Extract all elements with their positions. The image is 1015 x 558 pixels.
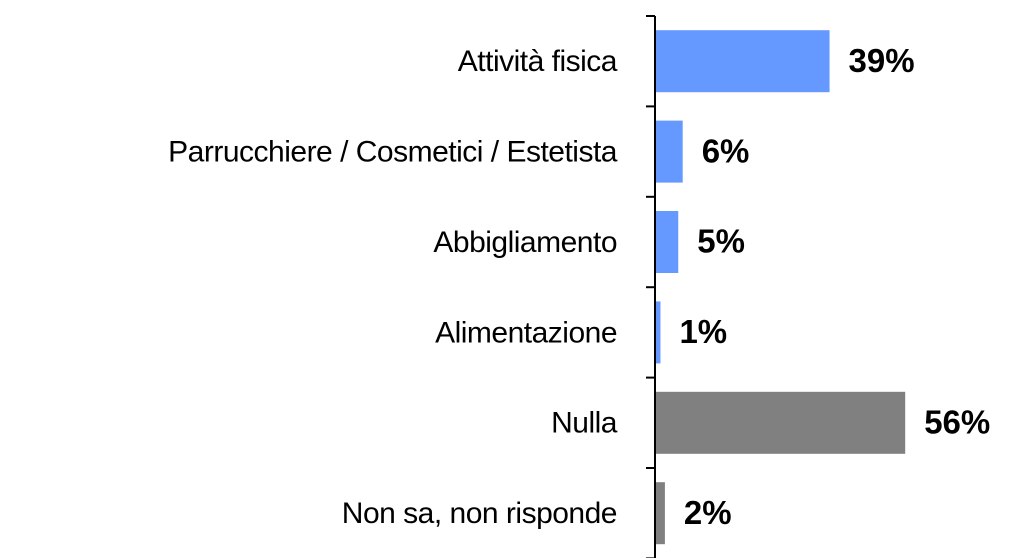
bar <box>656 301 661 364</box>
bar <box>656 30 830 93</box>
value-label: 56% <box>924 404 990 441</box>
category-label: Attività fisica <box>458 45 618 78</box>
category-label: Nulla <box>551 407 618 440</box>
bar <box>656 120 683 183</box>
category-label: Alimentazione <box>435 316 617 349</box>
value-label: 5% <box>697 223 745 260</box>
value-label: 1% <box>679 313 727 350</box>
value-label: 39% <box>849 42 915 79</box>
bar <box>656 391 906 454</box>
bar <box>656 482 665 545</box>
category-label: Parrucchiere / Cosmetici / Estetista <box>168 136 618 169</box>
bar <box>656 211 679 273</box>
category-label: Non sa, non risponde <box>342 497 617 530</box>
value-label: 2% <box>684 494 732 531</box>
value-label: 6% <box>702 132 750 169</box>
category-label: Abbigliamento <box>433 226 617 259</box>
